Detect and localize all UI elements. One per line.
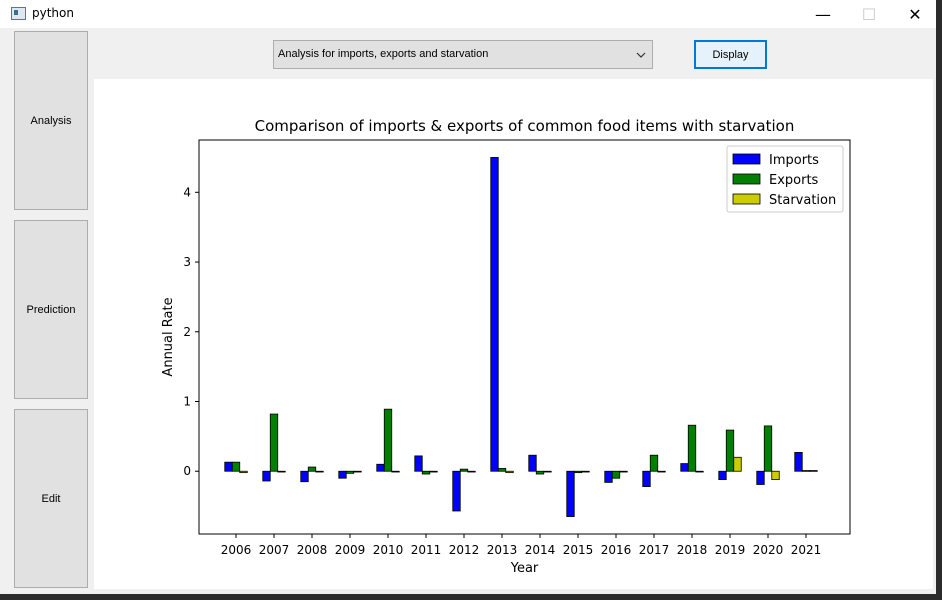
bar-starvation-2010	[391, 470, 400, 473]
title-bar: python — ☐ ✕	[0, 0, 936, 28]
display-button[interactable]: Display	[694, 40, 767, 69]
bar-exports-2009	[345, 470, 355, 474]
axes-frame	[198, 139, 851, 535]
chart-title: Comparison of imports & exports of commo…	[255, 117, 795, 135]
x-tick-label: 2017	[639, 543, 670, 557]
minimize-button[interactable]: —	[815, 4, 831, 24]
bar-starvation-2006	[239, 470, 248, 474]
legend-label-starvation: Starvation	[769, 193, 836, 208]
x-tick-label: 2013	[487, 543, 518, 557]
bar-imports-2012	[452, 470, 461, 512]
x-tick-label: 2015	[563, 543, 594, 557]
bar-imports-2011	[414, 455, 423, 472]
x-tick-label: 2019	[715, 543, 746, 557]
app-icon	[11, 7, 26, 20]
bar-starvation-2009	[353, 470, 362, 473]
x-tick-label: 2011	[411, 543, 442, 557]
legend-label-imports: Imports	[769, 153, 819, 168]
bar-starvation-2015	[581, 470, 590, 473]
y-axis-label: Annual Rate	[161, 297, 176, 376]
bar-imports-2008	[300, 470, 309, 483]
bar-exports-2016	[611, 470, 621, 479]
x-tick-label: 2014	[525, 543, 556, 557]
legend-label-exports: Exports	[769, 173, 819, 188]
bar-exports-2018	[687, 424, 697, 472]
y-tick-label: 1	[183, 395, 191, 409]
bar-imports-2017	[642, 470, 651, 487]
y-tick-label: 0	[183, 464, 191, 478]
x-tick-label: 2006	[221, 543, 252, 557]
bar-chart: 2006 2007 2008 2009 2010 2011 2012 2013 2014 2015…	[161, 117, 851, 576]
dropdown-selected-value: Analysis for imports, exports and starva…	[278, 48, 489, 60]
prediction-button[interactable]: Prediction	[14, 220, 88, 399]
bar-exports-2019	[725, 429, 735, 472]
bar-imports-2013	[490, 157, 499, 472]
bar-starvation-2011	[429, 470, 438, 473]
bar-imports-2020	[756, 470, 765, 485]
x-tick-label: 2008	[297, 543, 328, 557]
bar-imports-2016	[604, 470, 613, 483]
bar-starvation-2014	[543, 470, 552, 473]
bar-exports-2017	[649, 454, 659, 472]
plot-area: 2006 2007 2008 2009 2010 2011 2012 2013 2014 2015…	[94, 79, 933, 589]
maximize-button[interactable]: ☐	[861, 4, 877, 24]
y-tick-label: 4	[183, 185, 191, 199]
x-tick-label: 2007	[259, 543, 290, 557]
x-tick-label: 2021	[791, 543, 822, 557]
chevron-down-icon	[634, 41, 648, 68]
bar-starvation-2012	[467, 470, 476, 473]
bar-imports-2021	[794, 452, 803, 472]
edit-button[interactable]: Edit	[14, 409, 88, 588]
bar-imports-2009	[338, 470, 347, 479]
analysis-type-dropdown[interactable]: Analysis for imports, exports and starva…	[273, 40, 653, 69]
bar-starvation-2008	[315, 470, 324, 473]
bar-exports-2007	[269, 413, 279, 472]
y-tick-label: 2	[183, 325, 191, 339]
x-tick-label: 2020	[753, 543, 784, 557]
bar-exports-2015	[573, 470, 583, 474]
y-tick-label: 3	[183, 255, 191, 269]
x-axis-label: Year	[510, 561, 539, 576]
bar-exports-2006	[231, 461, 241, 472]
bar-exports-2010	[383, 408, 393, 472]
close-button[interactable]: ✕	[908, 4, 922, 24]
bar-starvation-2021	[809, 470, 818, 472]
legend-swatch-exports	[732, 173, 761, 185]
bar-imports-2015	[566, 470, 575, 517]
bar-imports-2006	[224, 461, 233, 472]
bar-imports-2014	[528, 454, 537, 472]
bar-starvation-2018	[695, 470, 704, 473]
bar-exports-2011	[421, 470, 431, 475]
bar-starvation-2020	[771, 470, 780, 481]
legend-swatch-starvation	[732, 193, 761, 205]
bar-imports-2019	[718, 470, 727, 481]
legend-swatch-imports	[732, 153, 761, 165]
bar-imports-2010	[376, 463, 385, 472]
x-tick-label: 2018	[677, 543, 708, 557]
legend: Imports Exports Starvation	[726, 145, 844, 213]
analysis-button[interactable]: Analysis	[14, 31, 88, 210]
x-tick-label: 2010	[373, 543, 404, 557]
x-tick-label: 2016	[601, 543, 632, 557]
bar-exports-2012	[459, 468, 469, 472]
window-title: python	[32, 6, 74, 20]
bar-starvation-2013	[505, 470, 514, 474]
bar-exports-2008	[307, 466, 317, 472]
bar-exports-2020	[763, 425, 773, 472]
bar-exports-2014	[535, 470, 545, 475]
bar-starvation-2016	[619, 470, 628, 473]
bar-exports-2021	[801, 470, 811, 472]
bar-starvation-2007	[277, 470, 286, 473]
x-tick-label: 2012	[449, 543, 480, 557]
bar-starvation-2019	[733, 456, 742, 472]
bar-exports-2013	[497, 468, 507, 472]
x-tick-label: 2009	[335, 543, 366, 557]
bar-starvation-2017	[657, 470, 666, 473]
bar-imports-2018	[680, 463, 689, 472]
bar-imports-2007	[262, 470, 271, 482]
